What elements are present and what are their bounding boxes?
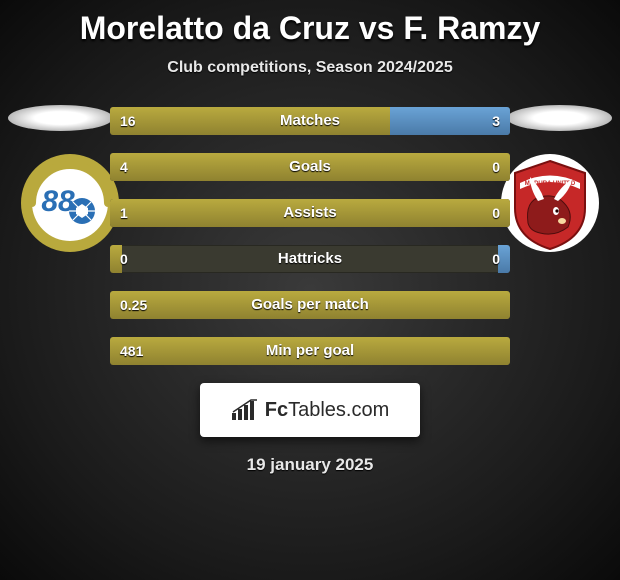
stat-label: Min per goal — [110, 337, 510, 365]
stat-bars: Matches163Goals40Assists10Hattricks00Goa… — [110, 105, 510, 365]
stat-label: Goals per match — [110, 291, 510, 319]
badge-right-svg: MADURA UNITED — [500, 153, 600, 253]
stat-bar: Goals4 0 — [110, 153, 510, 181]
logo-text: FcTables.com — [265, 399, 390, 422]
infographic-date: 19 january 2025 — [0, 455, 620, 475]
stat-bar: Hattricks0 0 — [110, 245, 510, 273]
comparison-subtitle: Club competitions, Season 2024/2025 — [0, 59, 620, 77]
logo-chart-icon — [231, 399, 259, 426]
stat-value-right: 0 — [492, 245, 500, 273]
comparison-title: Morelatto da Cruz vs F. Ramzy — [0, 0, 620, 47]
stat-label: Goals — [110, 153, 510, 181]
stat-value-left: 4 — [120, 153, 128, 181]
club-badge-right: MADURA UNITED — [500, 153, 600, 253]
stat-bar: Min per goal481 — [110, 337, 510, 365]
club-badge-left: 88 — [20, 153, 120, 253]
stat-value-right: 0 — [492, 199, 500, 227]
stat-value-left: 481 — [120, 337, 143, 365]
stat-label: Matches — [110, 107, 510, 135]
comparison-stage: 88 MADURA UNITED Matches163Goals40Assist… — [0, 105, 620, 365]
badge-left-svg: 88 — [20, 153, 120, 253]
stat-value-right: 3 — [492, 107, 500, 135]
stat-bar: Goals per match0.25 — [110, 291, 510, 319]
stat-value-left: 16 — [120, 107, 136, 135]
pedestal-left — [8, 105, 113, 131]
stat-bar: Matches16 3 — [110, 107, 510, 135]
pedestal-right — [507, 105, 612, 131]
stat-label: Assists — [110, 199, 510, 227]
stat-value-left: 0.25 — [120, 291, 147, 319]
stat-value-right: 0 — [492, 153, 500, 181]
stat-label: Hattricks — [110, 245, 510, 273]
fctables-logo: FcTables.com — [200, 383, 420, 437]
stat-value-left: 1 — [120, 199, 128, 227]
stat-bar: Assists1 0 — [110, 199, 510, 227]
stat-value-left: 0 — [120, 245, 128, 273]
